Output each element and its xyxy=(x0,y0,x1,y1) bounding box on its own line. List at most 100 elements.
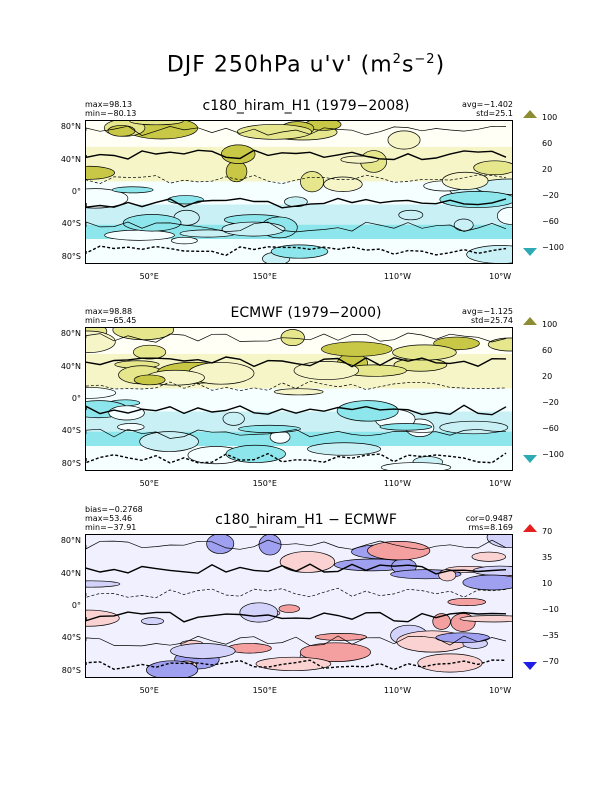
contour-line xyxy=(86,428,507,439)
contour-blob xyxy=(447,597,487,607)
colorbar-label: 100 xyxy=(542,320,558,329)
contour-blob xyxy=(86,609,120,627)
contour-blob xyxy=(439,420,509,435)
contour-blob xyxy=(280,329,305,347)
lat-label: 80°S xyxy=(61,251,81,261)
stat-right: cor=0.9487 xyxy=(465,514,513,523)
contour-blob xyxy=(146,660,199,677)
lat-label: 80°S xyxy=(61,458,81,468)
lon-label: 150°E xyxy=(252,686,277,695)
contour-blob xyxy=(107,125,136,137)
contour-line xyxy=(86,149,507,161)
stat-right: std=25.74 xyxy=(471,316,513,325)
lat-label: 40°N xyxy=(60,569,81,579)
contour-blob xyxy=(367,541,431,561)
contour-blob xyxy=(167,195,204,205)
contour-blob xyxy=(86,386,117,399)
contour-blob xyxy=(321,341,393,357)
contour-line xyxy=(86,356,507,368)
map-panel xyxy=(85,534,513,678)
lat-label: 80°N xyxy=(60,536,81,546)
lon-label: 10°W xyxy=(489,686,512,695)
contour-blob xyxy=(441,171,489,190)
colorbar-label: −60 xyxy=(542,217,559,226)
colorbar-label: −35 xyxy=(542,631,559,640)
lon-label: 10°W xyxy=(489,272,512,281)
lon-label: 110°W xyxy=(383,272,412,281)
lat-label: 40°N xyxy=(60,362,81,372)
contour-blob xyxy=(387,130,421,150)
contour-blob xyxy=(86,165,115,180)
lon-label: 10°W xyxy=(489,479,512,488)
contour-blob xyxy=(132,344,167,360)
contour-line xyxy=(86,197,507,209)
contour-blob xyxy=(86,330,116,353)
colorbar-label: 100 xyxy=(542,113,558,122)
stat-right: avg=−1.125 xyxy=(461,307,513,316)
contour-blob xyxy=(435,632,490,643)
contour-line xyxy=(86,174,507,184)
colorbar-label: −20 xyxy=(542,191,559,200)
contour-blob xyxy=(170,236,198,245)
contour-blob xyxy=(279,551,336,573)
lat-label: 80°N xyxy=(60,122,81,132)
lat-label: 40°S xyxy=(61,218,81,228)
colorbar-label: 70 xyxy=(542,527,553,536)
colorbar-label: −10 xyxy=(542,605,559,614)
contour-blob xyxy=(133,374,166,386)
stat-right: rms=8.169 xyxy=(468,523,513,532)
contour-line xyxy=(86,380,507,392)
contour-blob xyxy=(462,574,512,591)
colorbar-label: 10 xyxy=(542,579,553,588)
lon-label: 150°E xyxy=(252,479,277,488)
contour-line xyxy=(86,659,507,671)
lon-label: 150°E xyxy=(252,272,277,281)
contour-blob xyxy=(314,633,367,641)
contour-blob xyxy=(398,209,424,221)
contour-blob xyxy=(273,388,324,396)
panel-title: c180_hiram_H1 − ECMWF xyxy=(215,512,397,528)
field-band xyxy=(86,388,512,412)
panel-title: ECMWF (1979−2000) xyxy=(230,305,382,321)
contour-blob xyxy=(140,617,165,625)
lon-label: 110°W xyxy=(383,686,412,695)
colorbar-label: −20 xyxy=(542,398,559,407)
lat-label: 40°N xyxy=(60,155,81,165)
lat-label: 40°S xyxy=(61,632,81,642)
contour-line xyxy=(86,332,507,343)
lon-label: 50°E xyxy=(139,479,159,488)
figure-title: DJF 250hPa u'v' (m2s−2) xyxy=(166,52,446,78)
contour-blob xyxy=(236,124,312,140)
map-panel xyxy=(85,327,513,471)
colorbar-label: −100 xyxy=(542,243,564,252)
contour-blob xyxy=(278,604,300,613)
contour-line xyxy=(86,563,507,575)
colorbar-top-arrow xyxy=(523,110,537,118)
lat-label: 80°N xyxy=(60,329,81,339)
contour-field xyxy=(86,535,512,677)
contour-blob xyxy=(380,462,452,470)
contour-blob xyxy=(299,642,371,662)
stat-left: max=98.88 xyxy=(85,307,133,316)
colorbar-label: 60 xyxy=(542,346,553,355)
stat-left: min=−65.45 xyxy=(85,316,137,325)
colorbar-label: 20 xyxy=(542,372,553,381)
contour-line xyxy=(86,635,507,647)
contour-line xyxy=(86,125,507,136)
colorbar-bottom-arrow xyxy=(523,662,537,670)
contour-blob xyxy=(471,551,506,562)
map-panel xyxy=(85,120,513,264)
contour-blob xyxy=(496,207,512,225)
contour-blob xyxy=(117,423,145,431)
contour-blob xyxy=(170,643,236,659)
lon-label: 50°E xyxy=(139,686,159,695)
colorbar-bottom-arrow xyxy=(523,248,537,256)
contour-blob xyxy=(221,221,286,237)
colorbar-label: −100 xyxy=(542,450,564,459)
colorbar-label: −70 xyxy=(542,657,559,666)
stat-left: min=−37.91 xyxy=(85,523,137,532)
lon-label: 50°E xyxy=(139,272,159,281)
colorbar-bottom-arrow xyxy=(523,455,537,463)
stat-left: bias=−0.2768 xyxy=(85,505,143,514)
lat-label: 40°S xyxy=(61,425,81,435)
